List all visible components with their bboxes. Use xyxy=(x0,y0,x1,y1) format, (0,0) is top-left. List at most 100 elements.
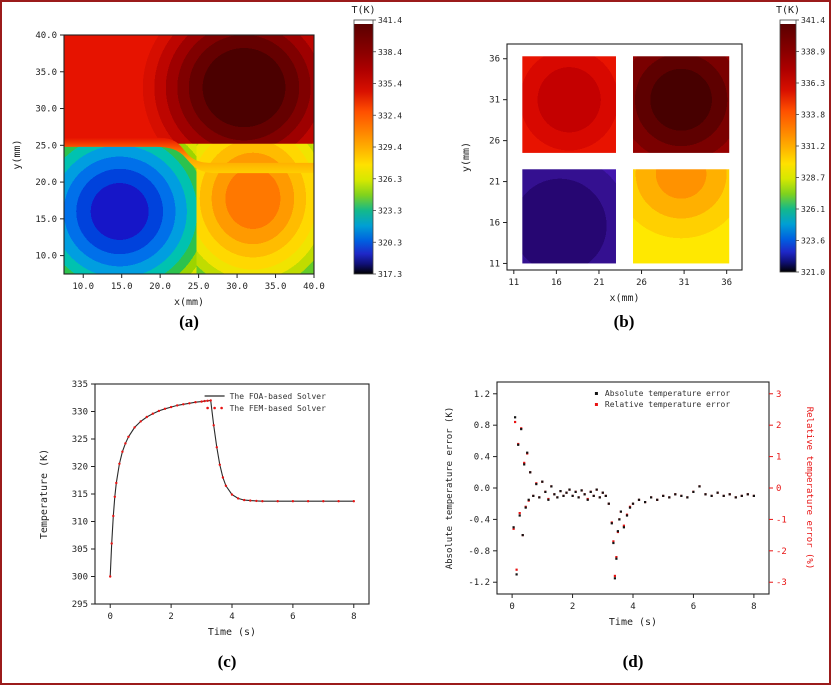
absolute-error-point xyxy=(613,577,616,580)
colorbar-tick-label: 328.7 xyxy=(801,174,825,183)
tick-label: 35.0 xyxy=(35,68,57,78)
absolute-error-point xyxy=(544,490,547,493)
fem-solver-dot xyxy=(306,500,310,503)
fem-solver-dot xyxy=(322,500,325,503)
fem-solver-dot xyxy=(203,399,206,403)
fem-solver-dot xyxy=(139,420,142,423)
absolute-error-point xyxy=(512,526,515,529)
fem-solver-dot xyxy=(115,481,118,485)
absolute-error-point xyxy=(680,494,683,497)
tick-label: 0.8 xyxy=(474,421,490,431)
absolute-error-point xyxy=(518,514,521,517)
colorbar-tick-label: 341.4 xyxy=(378,16,402,25)
colorbar-tick-label: 329.4 xyxy=(378,143,402,152)
absolute-error-point xyxy=(637,498,641,501)
fem-solver-dot xyxy=(230,493,234,496)
relative-error-point xyxy=(613,574,616,577)
fem-solver-dot xyxy=(221,476,225,479)
absolute-error-point xyxy=(668,496,671,499)
tick-label: 1 xyxy=(776,453,781,463)
tick-label: 35.0 xyxy=(265,282,287,292)
colorbar-tick-label: 333.8 xyxy=(801,111,825,120)
tick-label: -0.8 xyxy=(468,547,490,557)
tick-label: 10.0 xyxy=(35,252,57,262)
tick-label: -1 xyxy=(776,515,787,525)
tick-label: 0 xyxy=(509,602,514,612)
absolute-error-point xyxy=(698,485,701,488)
tick-label: 325 xyxy=(72,435,88,445)
x-axis-label: Time (s) xyxy=(609,617,657,628)
fem-solver-dot xyxy=(337,500,340,503)
fem-solver-dot xyxy=(133,426,136,429)
fem-solver-dot xyxy=(127,435,130,438)
panel-d-label: (d) xyxy=(622,652,644,671)
absolute-error-point xyxy=(577,496,580,499)
tick-label: 30.0 xyxy=(35,105,57,115)
fem-solver-dot xyxy=(212,424,215,427)
x-axis-label: Time (s) xyxy=(208,627,256,638)
tick-label: 0.0 xyxy=(474,484,490,494)
fem-solver-dot xyxy=(243,498,246,502)
tick-label: 8 xyxy=(751,602,756,612)
relative-error-point xyxy=(518,512,521,515)
fem-solver-dot xyxy=(255,499,258,503)
absolute-error-point xyxy=(565,491,568,494)
absolute-error-point xyxy=(619,510,622,513)
tick-label: 6 xyxy=(691,602,696,612)
tick-label: 0.4 xyxy=(474,453,490,463)
tick-label: 2 xyxy=(168,612,173,622)
absolute-error-point xyxy=(618,518,621,521)
absolute-error-point xyxy=(521,534,524,537)
tick-label: 6 xyxy=(290,612,295,622)
absolute-error-point xyxy=(568,488,571,491)
absolute-error-point xyxy=(535,483,538,486)
absolute-error-point xyxy=(734,496,737,499)
absolute-error-point xyxy=(616,530,619,533)
tick-label: 15.0 xyxy=(35,215,57,225)
tick-label: 295 xyxy=(72,600,88,610)
heater-bottom-left xyxy=(522,169,616,264)
fem-solver-dot xyxy=(188,402,191,405)
absolute-error-point xyxy=(574,490,577,493)
absolute-error-point xyxy=(529,471,532,474)
absolute-error-point xyxy=(592,494,595,497)
colorbar-tick-label: 321.0 xyxy=(801,268,825,277)
tick-label: 2 xyxy=(776,421,781,431)
tick-label: 36 xyxy=(721,278,732,288)
panel-a-label: (a) xyxy=(179,312,199,331)
colorbar xyxy=(779,19,797,273)
tick-label: 8 xyxy=(351,612,356,622)
tick-label: 310 xyxy=(72,518,88,528)
tick-label: 3 xyxy=(776,390,781,400)
relative-error-point xyxy=(515,568,518,571)
fem-solver-dot xyxy=(163,407,167,410)
x-axis-label: x(mm) xyxy=(609,293,639,304)
legend-marker-rel xyxy=(594,403,598,406)
absolute-error-point xyxy=(710,494,713,497)
colorbar-tick-label: 335.4 xyxy=(378,80,402,89)
tick-label: 315 xyxy=(72,490,88,500)
tick-label: 20.0 xyxy=(149,282,171,292)
absolute-error-point xyxy=(514,416,517,419)
absolute-error-point xyxy=(550,485,553,488)
colorbar-tick-label: 338.4 xyxy=(378,48,402,57)
tick-label: 15.0 xyxy=(111,282,133,292)
tick-label: 0 xyxy=(776,484,781,494)
absolute-error-point xyxy=(571,494,574,497)
absolute-error-point xyxy=(601,491,604,494)
absolute-error-point xyxy=(524,506,527,509)
absolute-error-point xyxy=(580,489,583,492)
fem-solver-dot xyxy=(206,399,209,402)
fem-solver-dot xyxy=(291,500,295,503)
colorbar-tick-label: 326.3 xyxy=(378,175,402,184)
legend-entry-fem: The FEM-based Solver xyxy=(230,404,327,413)
absolute-error-point xyxy=(538,496,541,499)
colorbar-tick-label: 326.1 xyxy=(801,205,825,214)
fem-solver-dot xyxy=(112,514,115,518)
plot-frame xyxy=(506,43,743,271)
absolute-error-point xyxy=(752,494,755,497)
y-axis-label: y(mm) xyxy=(12,139,23,169)
absolute-error-point xyxy=(517,443,520,446)
absolute-error-point xyxy=(583,493,586,496)
